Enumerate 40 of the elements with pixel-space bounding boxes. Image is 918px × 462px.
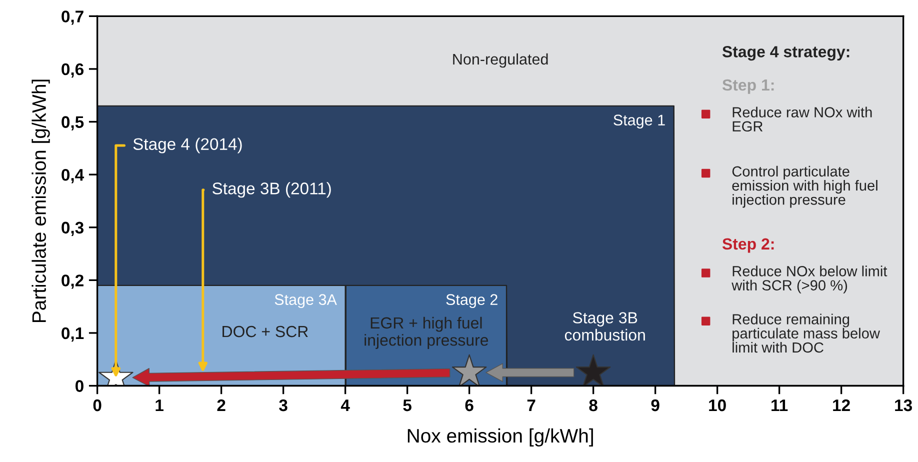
y-tick-label: 0,1 (62, 327, 84, 342)
y-tick-label: 0,3 (62, 222, 84, 236)
annotation: Stage 4 (2014) (133, 138, 242, 154)
x-tick-label: 6 (465, 399, 474, 412)
x-tick-label: 3 (279, 399, 288, 412)
annotation: Step 1: (722, 79, 774, 94)
x-tick-label: 2 (217, 399, 226, 412)
x-tick-label: 5 (403, 400, 412, 412)
y-tick-label: 0,4 (62, 168, 84, 184)
annotation: Reduce raw NOx with EGR (732, 106, 872, 132)
x-tick-label: 8 (589, 399, 598, 412)
annotation: Stage 3B combustion (564, 312, 645, 341)
x-tick-label: 10 (709, 399, 726, 412)
annotation: DOC + SCR (222, 326, 308, 338)
y-tick-label: 0,6 (62, 63, 84, 78)
y-tick-label: 0,2 (62, 274, 84, 289)
x-tick-label: 11 (772, 400, 788, 412)
annotation: Reduce NOx below limit with SCR (>90 %) (732, 266, 888, 294)
annotation: Control particulate emission with high fuel injection pressure (732, 166, 878, 208)
annotation: Stage 4 strategy: (722, 46, 850, 61)
x-tick-label: 0 (93, 399, 102, 412)
y-tick-label: 0,7 (62, 10, 84, 25)
series-label: Stage 2 (446, 294, 498, 308)
annotation: EGR + high fuel injection pressure (364, 316, 488, 349)
x-tick-label: 1 (156, 400, 164, 412)
annotation: Step 2: (722, 238, 774, 253)
x-tick-label: 12 (833, 399, 850, 412)
y-tick-label: 0,5 (62, 116, 84, 130)
y-tick-label: 0 (76, 380, 84, 392)
y-axis-title: Particulate emission [g/kWh] (32, 80, 50, 322)
x-tick-label: 13 (895, 399, 912, 412)
series-label: Non-regulated (453, 53, 548, 68)
series-label: Stage 1 (614, 114, 665, 129)
x-tick-label: 7 (527, 400, 536, 412)
annotation: Reduce remaining particulate mass below limit with DOC (732, 314, 880, 353)
x-tick-label: 9 (651, 399, 660, 412)
x-tick-label: 4 (340, 400, 350, 412)
x-axis-title: Nox emission [g/kWh] (408, 428, 593, 447)
series-label: Stage 3A (274, 294, 337, 308)
annotation: Stage 3B (2011) (212, 182, 331, 198)
